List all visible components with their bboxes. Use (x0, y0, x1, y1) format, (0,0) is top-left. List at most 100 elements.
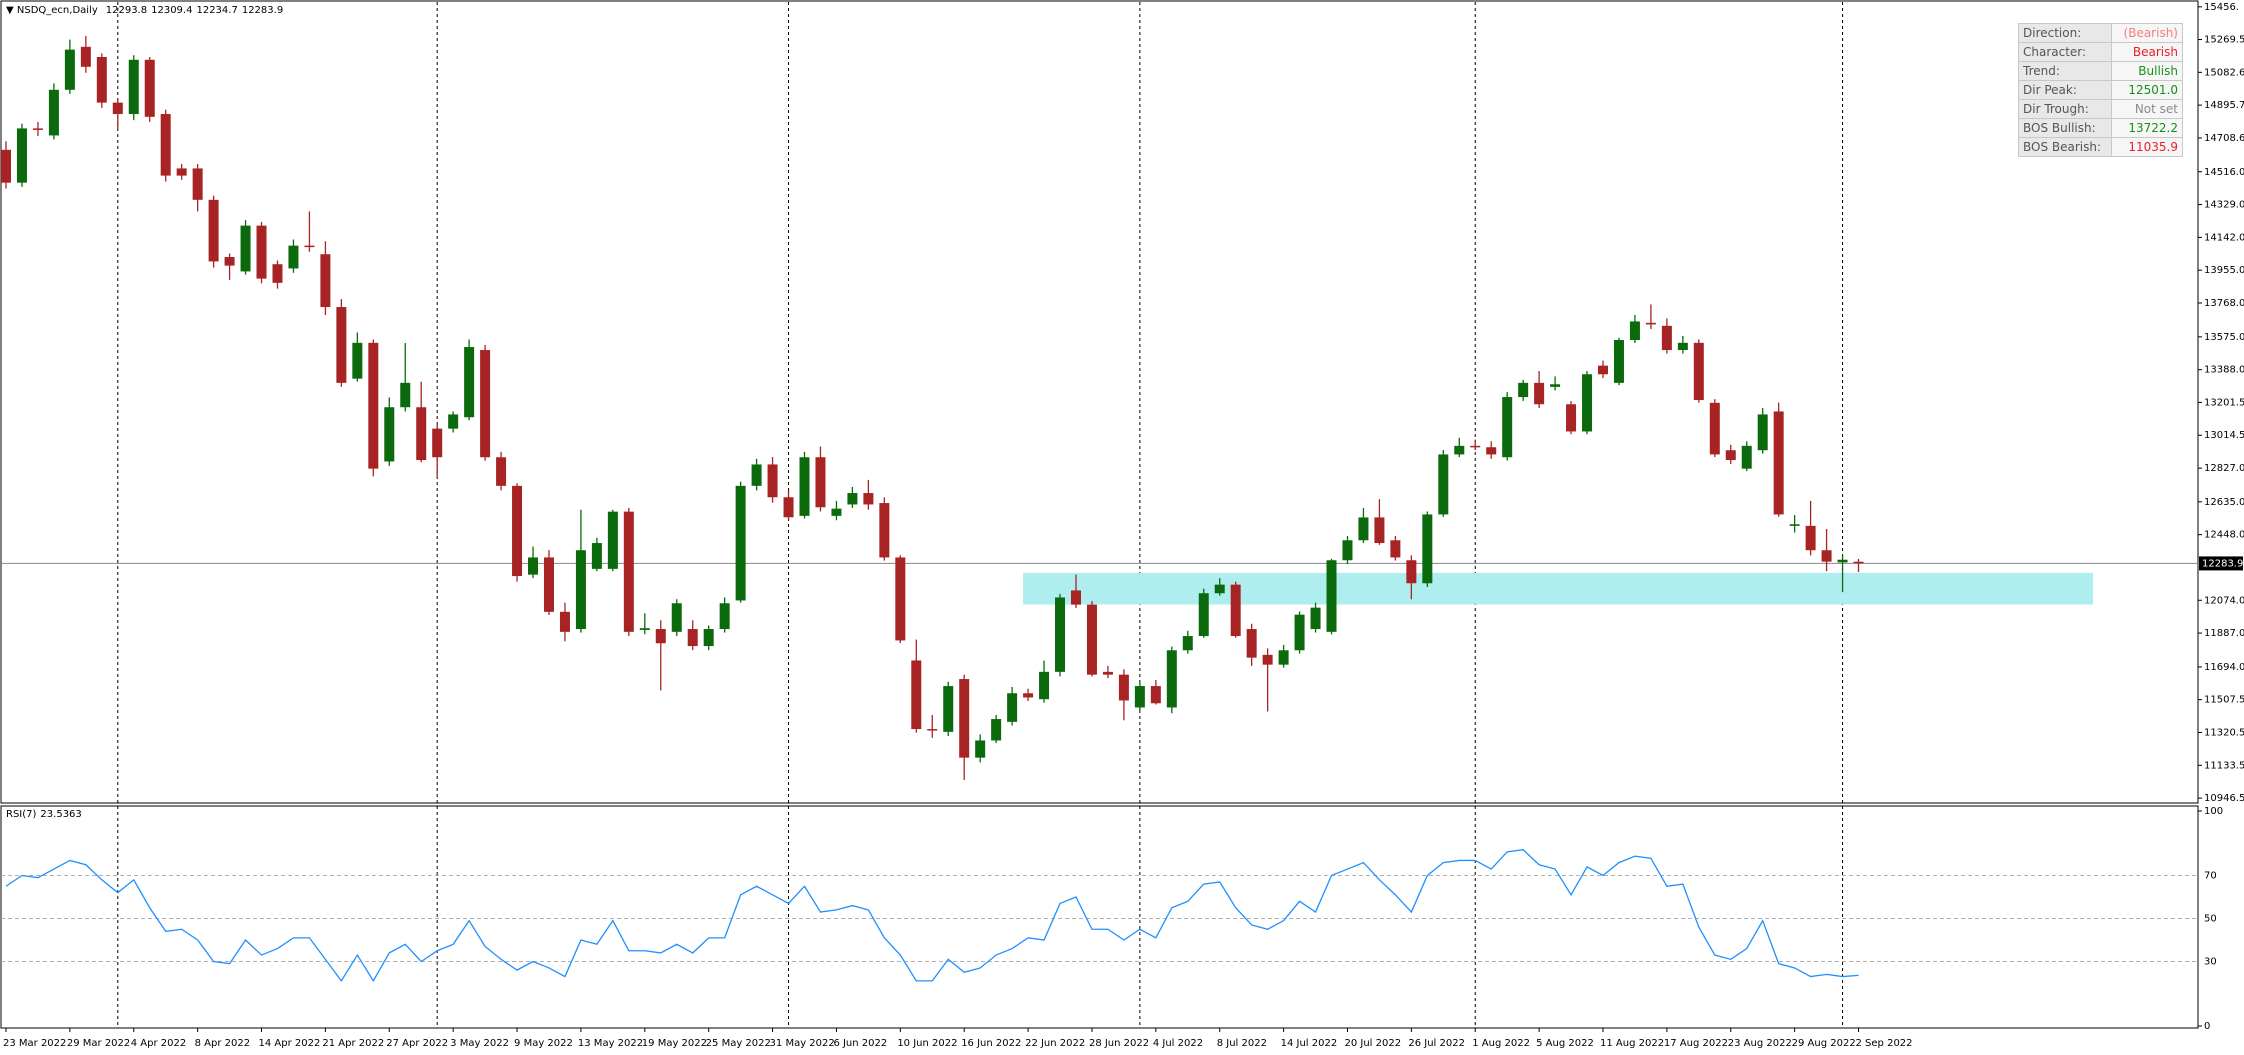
candle-body (1406, 560, 1417, 584)
candle-body (1598, 365, 1608, 375)
panel-value: 12501.0 (2111, 80, 2183, 100)
candle-body (943, 686, 954, 732)
candle-body (480, 350, 491, 458)
x-tick-label: 28 Jun 2022 (1089, 1038, 1149, 1049)
x-tick-label: 31 May 2022 (770, 1038, 835, 1049)
candle-body (320, 254, 331, 308)
candle-body (1023, 693, 1034, 698)
candle-body (1326, 560, 1337, 632)
x-tick-label: 16 Jun 2022 (961, 1038, 1021, 1049)
candle-body (1534, 382, 1545, 405)
y-tick-label: 11507.5 (2204, 695, 2244, 706)
candle-body (1550, 384, 1561, 387)
x-tick-label: 10 Jun 2022 (897, 1038, 957, 1049)
candle-body (304, 245, 315, 248)
candle-body (1645, 322, 1656, 325)
panel-value: Bearish (2111, 42, 2183, 62)
x-tick-label: 6 Jun 2022 (833, 1038, 887, 1049)
candle-body (1629, 321, 1640, 341)
x-tick-label: 23 Mar 2022 (3, 1038, 66, 1049)
x-tick-label: 20 Jul 2022 (1344, 1038, 1401, 1049)
zone (1023, 572, 2093, 605)
candle-body (336, 307, 347, 383)
candle-body (1470, 445, 1481, 448)
candle-body (719, 603, 730, 630)
candle-body (1837, 559, 1848, 563)
candle-body (1118, 674, 1129, 701)
x-tick-label: 5 Aug 2022 (1536, 1038, 1594, 1049)
candle-body (815, 457, 826, 508)
candle-body (799, 457, 810, 516)
candle-body (32, 128, 43, 130)
candle-body (847, 493, 858, 505)
candle-body (1310, 607, 1321, 630)
candle-body (559, 611, 570, 632)
candle-body (975, 740, 986, 758)
y-tick-label: 12827.0 (2204, 463, 2244, 474)
candle-body (1613, 340, 1624, 383)
y-tick-label: 11320.5 (2204, 727, 2244, 738)
price-pane-border (0, 0, 2199, 804)
x-tick-label: 17 Aug 2022 (1664, 1038, 1728, 1049)
candle-body (1741, 445, 1752, 469)
y-tick-label: 0 (2204, 1021, 2210, 1032)
candle-body (1422, 514, 1433, 584)
candle-body (1582, 374, 1593, 432)
y-tick-label: 14516.0 (2204, 167, 2244, 178)
menu-arrow: ▼ (6, 5, 17, 16)
x-tick-label: 25 May 2022 (706, 1038, 771, 1049)
y-tick-label: 14329.0 (2204, 200, 2244, 211)
low: 12234.7 (196, 5, 237, 16)
candle-body (496, 457, 507, 486)
candle-body (703, 629, 714, 647)
y-tick-label: 15269.5 (2204, 35, 2244, 46)
x-tick-label: 3 May 2022 (450, 1038, 509, 1049)
y-tick-label: 100 (2204, 806, 2223, 817)
panel-row: BOS Bullish: 13722.2 (2018, 118, 2183, 138)
candle-body (863, 493, 874, 505)
candle-body (512, 485, 523, 577)
candle-body (1294, 614, 1305, 651)
candle-body (1390, 540, 1401, 558)
panel-label: Direction: (2018, 23, 2112, 43)
candle-body (1166, 650, 1177, 708)
candle-body (1566, 404, 1577, 432)
x-tick-label: 19 May 2022 (642, 1038, 707, 1049)
close: 12283.9 (242, 5, 283, 16)
x-tick-label: 14 Jul 2022 (1281, 1038, 1338, 1049)
x-tick-label: 9 May 2022 (514, 1038, 573, 1049)
candle-body (1661, 325, 1672, 351)
candle-body (911, 660, 922, 730)
candle-body (112, 102, 123, 115)
candle-body (607, 511, 618, 569)
x-tick-label: 11 Aug 2022 (1600, 1038, 1664, 1049)
candle-body (272, 264, 283, 283)
candle-body (639, 628, 650, 630)
candle-body (64, 49, 75, 90)
candle-body (1182, 636, 1193, 651)
candle-body (879, 503, 890, 558)
candle-body (543, 557, 554, 612)
candle-body (1278, 650, 1289, 665)
candle-body (1070, 590, 1081, 605)
candle-body (1102, 671, 1113, 675)
candle-body (128, 59, 139, 115)
x-tick-label: 29 Aug 2022 (1792, 1038, 1856, 1049)
candle-body (1757, 414, 1768, 451)
y-tick-label: 70 (2204, 871, 2217, 882)
candle-body (735, 485, 746, 601)
candle-body (671, 603, 682, 632)
candle-body (591, 543, 602, 569)
y-tick-label: 14895.7 (2204, 100, 2244, 111)
x-tick-label: 2 Sep 2022 (1856, 1038, 1913, 1049)
candle-body (1214, 584, 1225, 594)
y-tick-label: 10946.5 (2204, 793, 2244, 804)
candle-body (575, 550, 586, 630)
x-tick-label: 29 Mar 2022 (67, 1038, 130, 1049)
symbol: NSDQ_ecn,Daily (17, 5, 98, 16)
x-tick-label: 4 Apr 2022 (131, 1038, 186, 1049)
panel-label: Trend: (2018, 61, 2112, 81)
panel-row: Direction: (Bearish) (2018, 23, 2183, 43)
panel-row: BOS Bearish: 11035.9 (2018, 137, 2183, 157)
